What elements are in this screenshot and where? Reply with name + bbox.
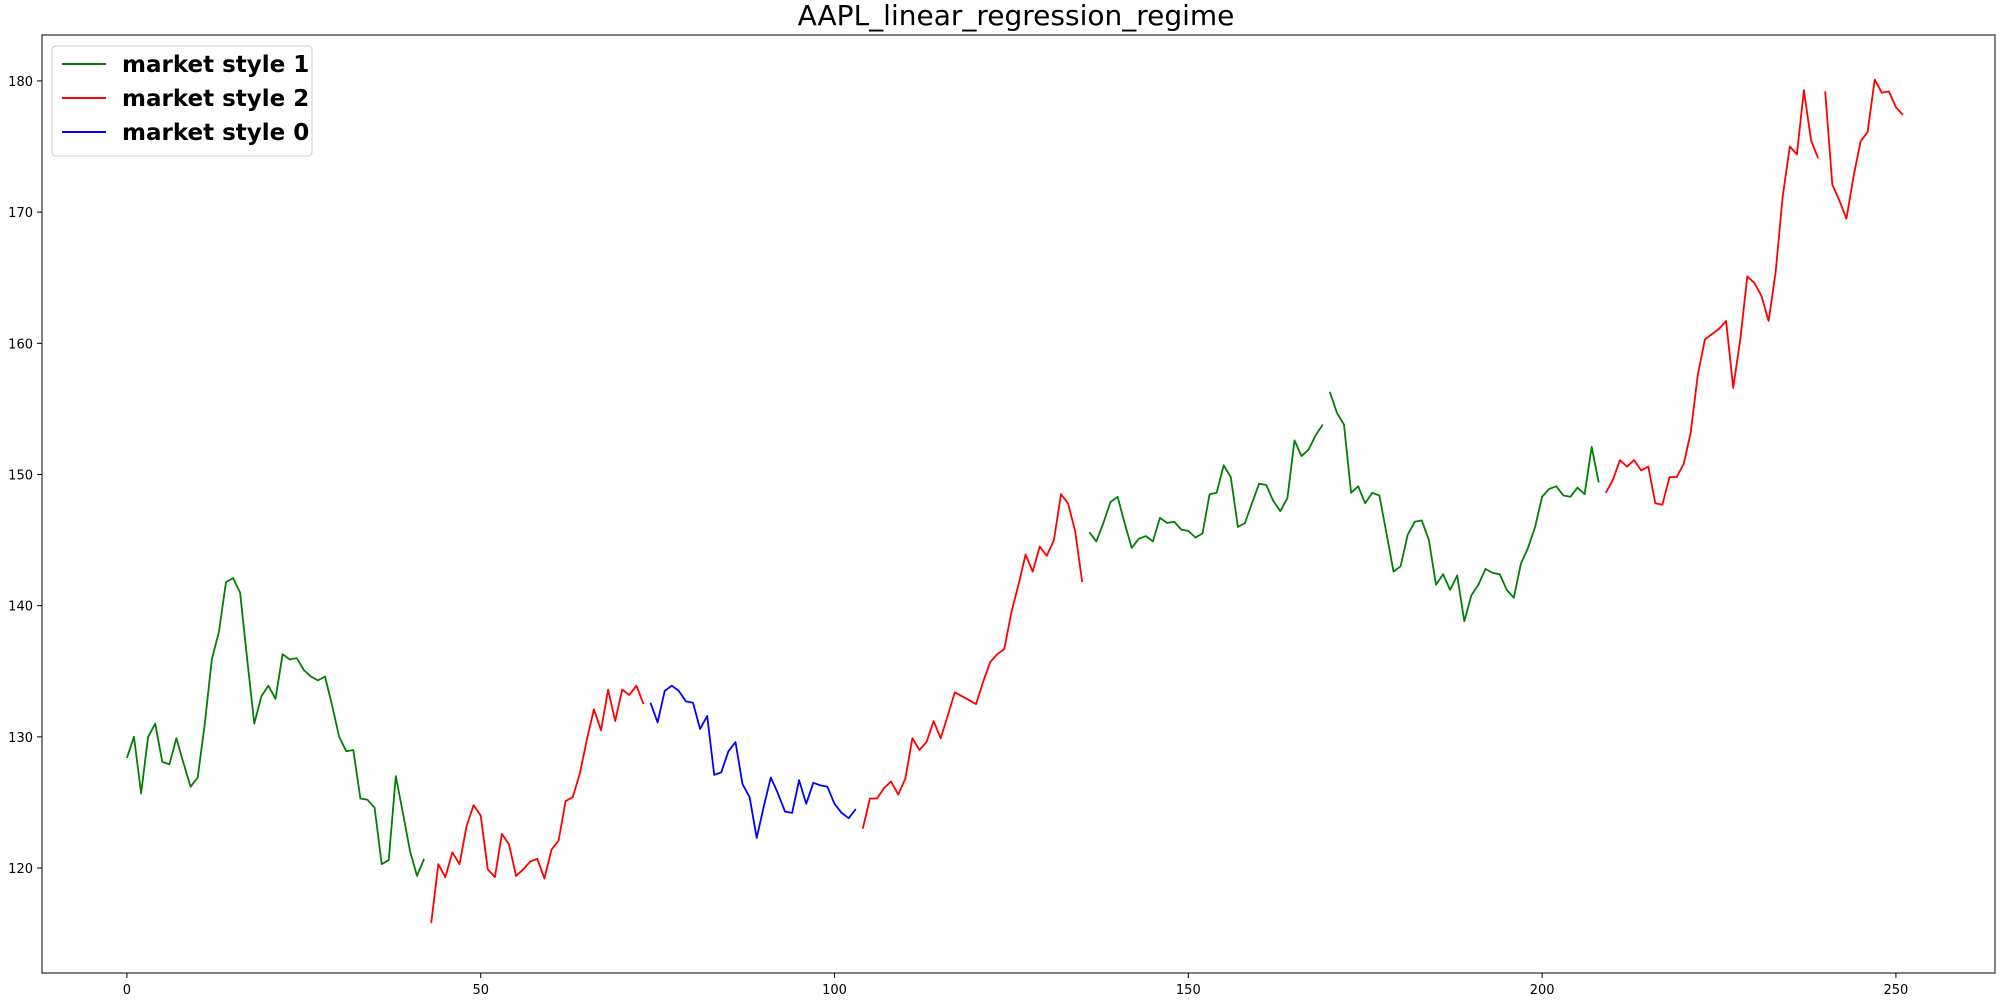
series-group xyxy=(126,78,1904,924)
x-tick-label: 250 xyxy=(1884,983,1909,998)
x-tick-label: 200 xyxy=(1530,983,1555,998)
y-axis: 120 130 140 150 160 170 180 xyxy=(8,75,42,877)
series-line-market-style-1-segment-4 xyxy=(1088,424,1324,549)
legend-label: market style 2 xyxy=(122,86,309,112)
legend: market style 1 market style 2 market style… xyxy=(51,45,313,157)
y-tick-label: 170 xyxy=(8,206,33,221)
x-tick-label: 100 xyxy=(822,983,847,998)
legend-label: market style 0 xyxy=(122,120,309,146)
series-line-market-style-2-segment-1 xyxy=(430,684,645,924)
chart-title: AAPL_linear_regression_regime xyxy=(798,0,1235,32)
series-line-market-style-0-segment-2 xyxy=(649,684,857,839)
legend-label: market style 1 xyxy=(122,52,309,78)
y-tick-label: 130 xyxy=(8,731,33,746)
series-line-market-style-1-segment-0 xyxy=(126,577,425,877)
series-line-market-style-2-segment-3 xyxy=(861,493,1084,829)
y-tick-label: 160 xyxy=(8,337,33,352)
series-line-market-style-2-segment-6 xyxy=(1605,89,1819,506)
x-tick-label: 150 xyxy=(1176,983,1201,998)
x-tick-label: 0 xyxy=(123,983,131,998)
x-axis: 0 50 100 150 200 250 xyxy=(123,973,1909,998)
x-tick-label: 50 xyxy=(472,983,489,998)
y-tick-label: 120 xyxy=(8,862,33,877)
series-line-market-style-2-segment-7 xyxy=(1824,78,1904,220)
series-line-market-style-1-segment-5 xyxy=(1328,391,1600,623)
y-tick-label: 180 xyxy=(8,75,33,90)
legend-box xyxy=(51,45,313,157)
plot-area xyxy=(41,34,1996,974)
y-tick-label: 140 xyxy=(8,600,33,615)
y-tick-label: 150 xyxy=(8,468,33,483)
